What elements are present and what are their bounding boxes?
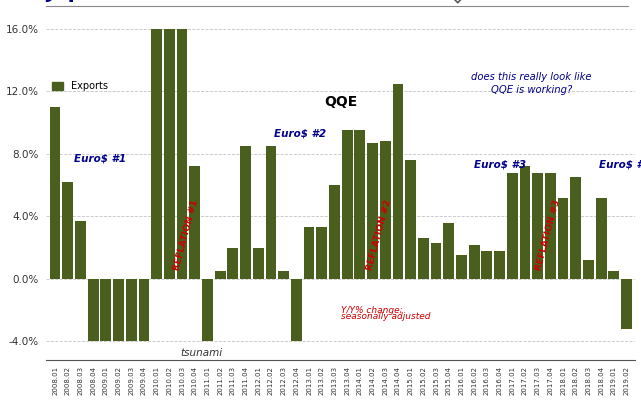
- Text: seasonally adjusted: seasonally adjusted: [341, 312, 430, 320]
- Bar: [621, 279, 632, 329]
- Bar: [469, 245, 479, 279]
- Bar: [189, 166, 200, 279]
- Bar: [380, 142, 390, 279]
- Text: Euro$ #4: Euro$ #4: [599, 160, 641, 170]
- Bar: [481, 251, 492, 279]
- Text: tsunami: tsunami: [180, 348, 222, 358]
- Text: REFLATION #2: REFLATION #2: [365, 198, 393, 271]
- Bar: [75, 221, 86, 279]
- Text: REFLATION #3: REFLATION #3: [534, 198, 562, 271]
- Legend: Exports: Exports: [52, 81, 108, 91]
- Text: Y/Y% change;: Y/Y% change;: [341, 306, 403, 315]
- Bar: [608, 271, 619, 279]
- Bar: [164, 29, 175, 279]
- Bar: [392, 84, 403, 279]
- Bar: [126, 279, 137, 341]
- Bar: [50, 107, 60, 279]
- Text: Japan: Japan: [46, 0, 119, 2]
- Bar: [202, 279, 213, 341]
- Text: INVESTMENTS: INVESTMENTS: [559, 0, 628, 2]
- Bar: [342, 130, 353, 279]
- Text: QQE: QQE: [324, 95, 358, 109]
- Bar: [545, 173, 556, 279]
- Bar: [113, 279, 124, 341]
- Bar: [405, 160, 416, 279]
- Bar: [291, 279, 302, 341]
- Bar: [215, 271, 226, 279]
- Bar: [444, 223, 454, 279]
- Bar: [532, 173, 543, 279]
- Bar: [595, 198, 606, 279]
- Text: Euro$ #2: Euro$ #2: [274, 129, 326, 139]
- Bar: [520, 166, 530, 279]
- Bar: [418, 238, 429, 279]
- Bar: [456, 255, 467, 279]
- Bar: [240, 146, 251, 279]
- Bar: [570, 177, 581, 279]
- Text: Real GDP: Real GDP: [133, 0, 241, 2]
- Text: Euro$ #3: Euro$ #3: [474, 160, 526, 170]
- Bar: [558, 198, 569, 279]
- Bar: [431, 243, 442, 279]
- Text: REFLATION #1: REFLATION #1: [172, 198, 200, 271]
- Bar: [138, 279, 149, 341]
- Bar: [177, 29, 187, 279]
- Bar: [228, 248, 238, 279]
- Bar: [354, 130, 365, 279]
- Bar: [583, 260, 594, 279]
- Bar: [507, 173, 518, 279]
- Bar: [265, 146, 276, 279]
- Bar: [304, 227, 315, 279]
- Bar: [367, 143, 378, 279]
- Bar: [88, 279, 99, 341]
- Bar: [494, 251, 505, 279]
- Text: does this really look like
QQE is working?: does this really look like QQE is workin…: [471, 72, 592, 95]
- Bar: [62, 182, 73, 279]
- Bar: [253, 248, 263, 279]
- Bar: [317, 227, 327, 279]
- Bar: [151, 29, 162, 279]
- Bar: [101, 279, 112, 341]
- Text: ◈: ◈: [445, 0, 469, 6]
- Text: Euro$ #1: Euro$ #1: [74, 154, 126, 164]
- Bar: [278, 271, 289, 279]
- Bar: [329, 185, 340, 279]
